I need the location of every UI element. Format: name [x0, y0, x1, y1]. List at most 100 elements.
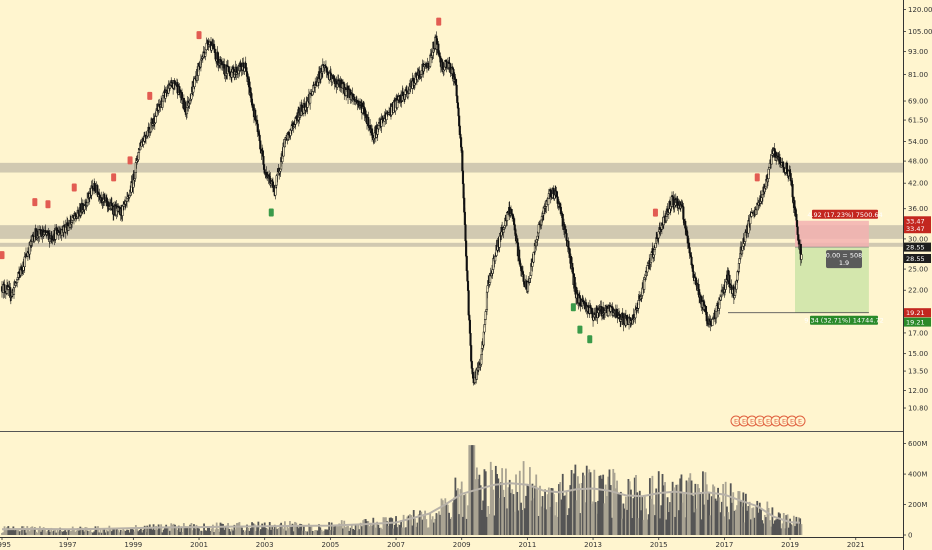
- volume-bar: [665, 519, 668, 535]
- volume-bar: [719, 512, 722, 535]
- volume-bar: [474, 479, 477, 535]
- volume-bar: [717, 487, 719, 535]
- volume-bar: [233, 524, 236, 535]
- volume-bar: [326, 529, 329, 535]
- buy-marker: [577, 325, 583, 334]
- price-axis[interactable]: 120.00 105.00 93.00 81.00 69.00 61.50 54.00 48.…: [903, 6, 932, 413]
- volume-bar: [145, 532, 147, 535]
- volume-bar: [693, 512, 695, 535]
- volume-bar: [469, 445, 472, 535]
- volume-bar: [337, 526, 339, 535]
- volume-bar: [430, 519, 433, 535]
- volume-bar: [733, 510, 736, 535]
- candle-body: [455, 84, 458, 97]
- price-tag-box: [904, 317, 931, 327]
- volume-bar: [421, 519, 424, 535]
- zone-band: [0, 225, 903, 239]
- volume-bar: [138, 529, 141, 535]
- volume-bar: [369, 522, 372, 535]
- volume-bar: [98, 532, 101, 535]
- volume-bar: [254, 531, 257, 535]
- volume-bar: [553, 494, 555, 535]
- volume-bar: [395, 516, 397, 535]
- volume-bar: [491, 469, 493, 535]
- reward-label: 9.34 (32.71%) 14744.72: [804, 317, 883, 325]
- time-tick-label: 1997: [59, 541, 77, 549]
- candle-body: [653, 247, 656, 250]
- volume-bar: [105, 529, 108, 535]
- volume-bar: [513, 511, 516, 535]
- volume-bar: [560, 499, 563, 535]
- volume-bar: [89, 529, 92, 535]
- volume-bar: [791, 525, 794, 535]
- volume-bar: [116, 528, 118, 535]
- volume-bar: [313, 531, 315, 535]
- volume-bar: [420, 511, 423, 535]
- sell-marker: [754, 173, 760, 182]
- time-tick-label: 2021: [847, 541, 865, 549]
- volume-bar: [419, 510, 421, 535]
- volume-bar: [441, 500, 444, 535]
- price-tick-label: 105.00: [908, 28, 932, 36]
- volume-bar: [241, 527, 243, 535]
- volume-bar: [1, 532, 3, 535]
- volume-bar: [590, 503, 593, 535]
- volume-bar: [355, 530, 358, 535]
- volume-bar: [223, 529, 226, 535]
- volume-bar: [331, 531, 334, 535]
- volume-bar: [195, 524, 198, 535]
- volume-bar: [515, 474, 517, 535]
- volume-bar: [766, 501, 769, 535]
- volume-bar: [545, 509, 548, 535]
- volume-bar: [709, 515, 712, 535]
- volume-bar: [290, 527, 293, 535]
- volume-bar: [785, 515, 788, 535]
- volume-bar: [576, 476, 579, 535]
- volume-bar: [460, 481, 463, 535]
- volume-bar: [379, 527, 382, 535]
- volume-bar: [338, 523, 341, 535]
- volume-bar: [283, 521, 286, 535]
- volume-bar: [595, 513, 598, 535]
- volume-bar: [407, 515, 410, 535]
- volume-bar: [275, 527, 277, 535]
- price-tick-label: 30.00: [908, 235, 928, 243]
- volume-bar: [608, 469, 611, 535]
- volume-bar: [201, 531, 204, 535]
- volume-bar: [539, 485, 541, 535]
- volume-bar: [325, 529, 328, 535]
- short-position-tool[interactable]: 4.92 (17.23%) 7500.64 9.34 (32.71%) 14744…: [728, 209, 884, 325]
- volume-bar: [784, 528, 786, 535]
- sell-marker: [196, 31, 202, 40]
- volume-bar: [85, 527, 88, 535]
- volume-bar: [540, 506, 543, 535]
- volume-bar: [107, 531, 109, 535]
- volume-bar: [273, 524, 276, 535]
- volume-bar: [704, 472, 707, 535]
- volume-bar: [177, 525, 180, 535]
- time-tick-label: 2013: [584, 541, 602, 549]
- sell-marker: [71, 183, 77, 192]
- volume-bar: [225, 525, 228, 535]
- volume-bar: [11, 529, 14, 535]
- volume-bar: [400, 520, 402, 535]
- time-axis[interactable]: 1995 1997 1999 2001 2003 2005 2007 2009 2011 2013…: [0, 537, 865, 549]
- volume-bar: [112, 527, 115, 535]
- volume-bar: [550, 488, 553, 535]
- volume-bar: [28, 531, 31, 535]
- volume-bar: [100, 532, 103, 535]
- volume-bar: [134, 525, 137, 535]
- volume-bar: [410, 515, 413, 535]
- volume-bar: [180, 526, 183, 535]
- volume-bar: [305, 531, 308, 535]
- candle-body: [484, 319, 487, 325]
- volume-bar: [299, 523, 301, 535]
- price-candles: [0, 31, 803, 386]
- price-tag-box: [904, 224, 931, 234]
- volume-bar: [16, 529, 19, 535]
- candle-body: [263, 164, 266, 170]
- volume-bar: [467, 505, 469, 535]
